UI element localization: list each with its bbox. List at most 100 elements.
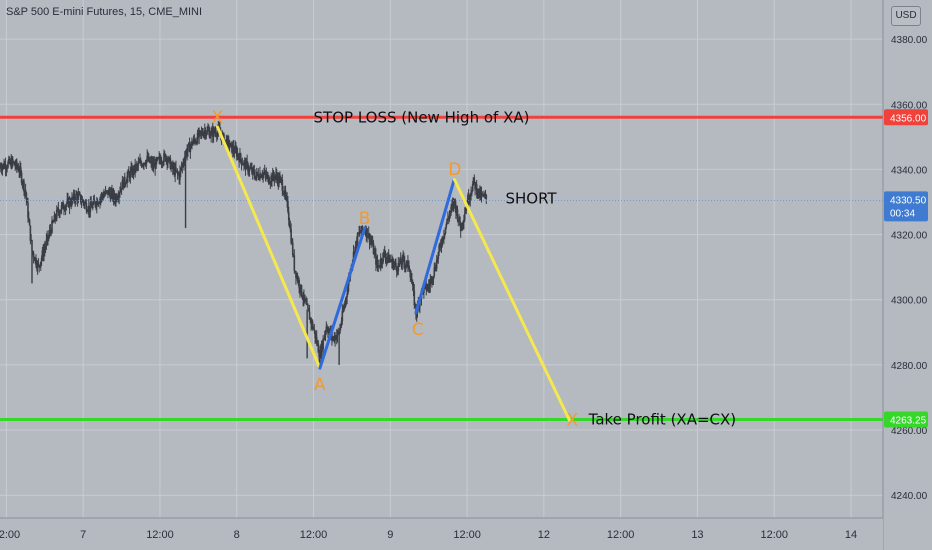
- candle-body: [462, 222, 464, 226]
- candle-body: [372, 243, 375, 255]
- candle-body: [234, 147, 236, 154]
- candle-body: [232, 146, 235, 152]
- candle-body: [268, 183, 271, 185]
- candle-body: [54, 215, 56, 220]
- candle-body: [148, 156, 151, 163]
- candle-body: [179, 168, 182, 171]
- candle-body: [324, 331, 327, 335]
- candle-body: [70, 204, 72, 206]
- candle-body: [301, 295, 304, 299]
- candle-body: [99, 198, 101, 203]
- candle-body: [198, 130, 200, 138]
- candle-body: [93, 199, 96, 202]
- time-tick-label: 13: [691, 529, 703, 541]
- candle-body: [460, 223, 463, 232]
- candle-body: [252, 168, 255, 171]
- candle-body: [212, 128, 215, 137]
- pattern-point-x: X: [566, 410, 578, 430]
- candle-body: [17, 168, 20, 172]
- candle-body: [465, 205, 468, 211]
- candle-body: [468, 199, 471, 202]
- candle-body: [368, 233, 371, 243]
- candle-body: [142, 164, 144, 166]
- candle-body: [99, 197, 102, 199]
- candle-body: [352, 251, 355, 261]
- candle-body: [75, 193, 77, 202]
- candle-body: [307, 308, 310, 312]
- candle-body: [119, 191, 121, 194]
- candle-body: [156, 157, 159, 160]
- last-price-tag-text: 00:34: [890, 208, 915, 219]
- price-axis-bg: [883, 0, 932, 550]
- candle-body: [395, 266, 398, 272]
- candle-body: [167, 161, 169, 164]
- candle-body: [52, 221, 55, 223]
- candle-body: [388, 259, 391, 263]
- candle-body: [379, 265, 381, 267]
- horizontal-levels[interactable]: STOP LOSS (New High of XA) Take Profit (X…: [0, 108, 883, 428]
- candle-body: [314, 330, 316, 339]
- candle-body: [285, 196, 288, 198]
- candle-body: [166, 157, 168, 164]
- candle-body: [79, 194, 82, 203]
- candle-body: [235, 147, 237, 150]
- time-tick-label: 12:00: [607, 529, 635, 541]
- candle-body: [73, 193, 76, 200]
- candle-body: [456, 209, 459, 221]
- candle-body: [103, 195, 105, 198]
- candle-body: [15, 161, 18, 168]
- candle-body: [228, 146, 231, 148]
- candle-body: [7, 162, 9, 168]
- candle-body: [16, 167, 19, 169]
- candle-body: [28, 219, 31, 226]
- candle-body: [62, 202, 64, 209]
- candle-body: [45, 239, 48, 247]
- candle-body: [87, 211, 89, 213]
- price-tick-label: 4280.00: [891, 361, 928, 372]
- candle-body: [143, 162, 146, 165]
- candle-body: [57, 208, 60, 212]
- candle-body: [239, 153, 242, 160]
- candle-body: [432, 275, 435, 280]
- candle-body: [282, 190, 284, 194]
- price-tick-label: 4260.00: [891, 426, 928, 437]
- candle-body: [359, 231, 361, 234]
- currency-button[interactable]: USD: [891, 6, 921, 26]
- candle-body: [313, 329, 316, 331]
- candle-body: [55, 218, 57, 220]
- candle-body: [335, 335, 338, 340]
- candle-body: [409, 270, 412, 278]
- candle-body: [60, 205, 63, 211]
- candle-body: [272, 172, 275, 177]
- candle-body: [127, 171, 130, 174]
- time-axis[interactable]: 12:00 7 12:00 8 12:00 9 12:00 12 12:00 13 12:00 14: [0, 517, 883, 550]
- candle-body: [100, 194, 103, 198]
- candle-body: [183, 156, 186, 164]
- candle-body: [11, 159, 14, 162]
- candle-body: [261, 175, 264, 177]
- price-axis[interactable]: 4240.00 4260.00 4280.00 4300.00 4320.00 4340.…: [882, 0, 932, 550]
- candle-body: [189, 146, 192, 153]
- candle-body: [94, 201, 96, 206]
- pattern-point-x: X: [212, 108, 224, 128]
- candle-body: [71, 197, 73, 205]
- candle-body: [467, 195, 470, 202]
- take-profit-price-tag-text: 4263.25: [890, 415, 927, 426]
- candle-body: [43, 250, 45, 257]
- time-tick-label: 12:00: [146, 529, 174, 541]
- candlestick-series: [0, 120, 883, 369]
- pattern-point-c: C: [412, 320, 424, 340]
- candle-body: [305, 301, 308, 305]
- candle-body: [191, 142, 194, 146]
- time-tick-label: 12:00: [300, 529, 328, 541]
- candle-body: [298, 279, 300, 289]
- xabcd-pattern-drawing[interactable]: X A B C D X: [212, 108, 579, 430]
- candle-body: [274, 176, 276, 180]
- candle-body: [393, 263, 396, 265]
- candle-body: [380, 258, 383, 263]
- time-tick-label: 12: [538, 529, 550, 541]
- time-axis-bg: [0, 518, 883, 550]
- price-tick-label: 4240.00: [891, 491, 928, 502]
- candle-body: [345, 297, 348, 300]
